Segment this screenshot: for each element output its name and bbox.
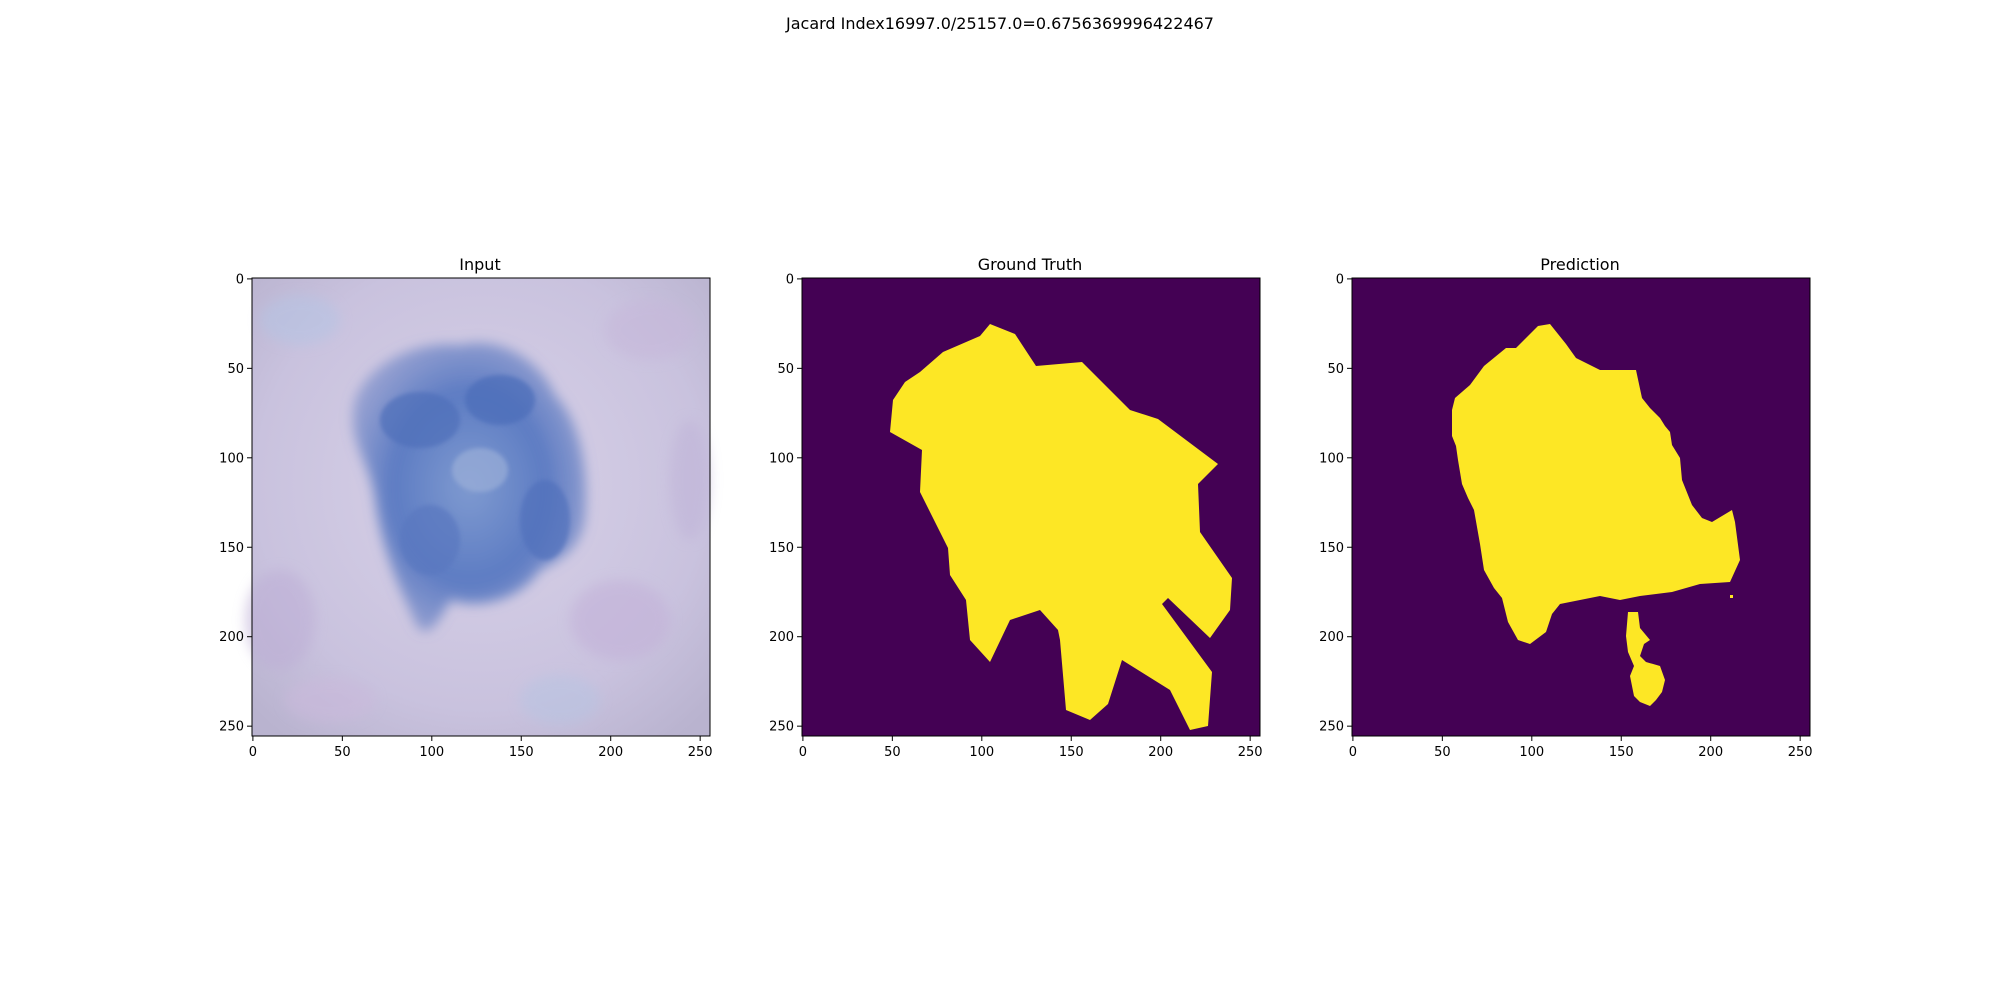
input-ytick-label: 250 xyxy=(219,720,244,735)
panel-title-ground-truth: Ground Truth xyxy=(977,255,1083,274)
input-ytick-label: 0 xyxy=(236,272,244,287)
prediction-region-lower xyxy=(1626,612,1665,706)
input-xtick-label: 100 xyxy=(419,745,444,760)
input-image xyxy=(245,277,711,737)
input-xtick-label: 50 xyxy=(334,745,351,760)
prediction-ytick-label: 200 xyxy=(1319,630,1344,645)
input-ytick-label: 50 xyxy=(227,362,244,377)
prediction-xtick-label: 50 xyxy=(1434,745,1451,760)
ground-truth-ytick-label: 100 xyxy=(769,451,794,466)
axis-ticks: 0 50 100 150 200 250 0 50 100 150 200 250 0 50 100 150 2… xyxy=(219,272,1812,760)
ground-truth-ytick-label: 0 xyxy=(786,272,794,287)
ground-truth-xtick-label: 50 xyxy=(884,745,901,760)
prediction-ytick-label: 50 xyxy=(1327,362,1344,377)
input-ytick-label: 200 xyxy=(219,630,244,645)
input-ytick-label: 150 xyxy=(219,541,244,556)
prediction-xtick-label: 0 xyxy=(1349,745,1357,760)
panel-title-input: Input xyxy=(459,255,501,274)
input-ytick-label: 100 xyxy=(219,451,244,466)
prediction-xtick-label: 150 xyxy=(1609,745,1634,760)
ground-truth-xtick-label: 250 xyxy=(1238,745,1263,760)
ground-truth-xtick-label: 100 xyxy=(969,745,994,760)
prediction-ytick-label: 150 xyxy=(1319,541,1344,556)
ground-truth-xtick-label: 200 xyxy=(1148,745,1173,760)
input-xtick-label: 200 xyxy=(598,745,623,760)
ground-truth-xtick-label: 0 xyxy=(799,745,807,760)
prediction-region xyxy=(1452,324,1740,644)
prediction-ytick-label: 100 xyxy=(1319,451,1344,466)
prediction-xtick-label: 200 xyxy=(1698,745,1723,760)
prediction-ytick-label: 0 xyxy=(1336,272,1344,287)
ground-truth-ytick-label: 200 xyxy=(769,630,794,645)
panel-title-prediction: Prediction xyxy=(1540,255,1620,274)
prediction-speck xyxy=(1730,595,1733,598)
ground-truth-ytick-label: 250 xyxy=(769,720,794,735)
ground-truth-xtick-label: 150 xyxy=(1059,745,1084,760)
prediction-mask xyxy=(1351,277,1811,737)
input-xtick-label: 150 xyxy=(509,745,534,760)
ground-truth-ytick-label: 150 xyxy=(769,541,794,556)
ground-truth-region xyxy=(890,324,1232,730)
input-xtick-label: 250 xyxy=(688,745,713,760)
figure-suptitle: Jacard Index16997.0/25157.0=0.6756369996… xyxy=(786,14,1214,33)
prediction-xtick-label: 250 xyxy=(1788,745,1813,760)
prediction-xtick-label: 100 xyxy=(1519,745,1544,760)
ground-truth-mask xyxy=(801,277,1261,737)
prediction-ytick-label: 250 xyxy=(1319,720,1344,735)
input-xtick-label: 0 xyxy=(249,745,257,760)
ground-truth-ytick-label: 50 xyxy=(777,362,794,377)
